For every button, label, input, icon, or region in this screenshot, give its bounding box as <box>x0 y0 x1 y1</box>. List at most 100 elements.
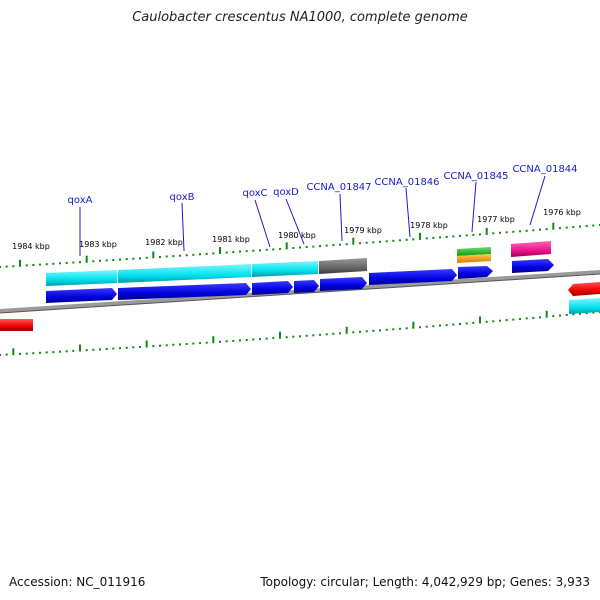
outer-tick-minor-tick <box>279 247 281 250</box>
outer-tick-minor-tick <box>385 240 388 243</box>
outer-tick-minor-tick <box>365 241 368 244</box>
outer-tick-major-tick <box>152 251 155 259</box>
inner-tick-major-tick <box>479 316 481 324</box>
outer-tick-minor-tick <box>245 250 248 253</box>
outer-tick-track <box>0 222 600 268</box>
inner-tick-major-tick <box>79 344 81 352</box>
inner-tick-minor-tick <box>365 330 368 333</box>
qoxB-cds[interactable] <box>118 283 251 300</box>
qoxC-feature[interactable] <box>252 261 318 277</box>
inner-tick-minor-tick <box>172 343 175 346</box>
inner-tick-minor-tick <box>5 353 8 356</box>
outer-tick-minor-tick <box>439 236 441 239</box>
outer-tick-minor-tick <box>265 248 268 251</box>
inner-tick-minor-tick <box>385 328 388 331</box>
inner-tick-minor-tick <box>372 329 375 332</box>
outer-tick-minor-tick <box>65 261 68 264</box>
CCNA_01847-feature[interactable] <box>319 258 367 274</box>
outer-tick-major-tick <box>352 237 355 245</box>
right-feature-cyan[interactable] <box>569 298 600 314</box>
outer-tick-minor-tick <box>325 244 328 247</box>
gene-label-qoxC[interactable]: qoxC <box>242 188 267 199</box>
inner-tick-minor-tick <box>325 333 328 336</box>
gene-labels: qoxA qoxB qoxC qoxD CCNA_01847 CCNA_0184… <box>68 164 578 206</box>
outer-tick-minor-tick <box>432 236 435 239</box>
outer-tick-minor-tick <box>0 266 1 268</box>
gene-label-CCNA_01844[interactable]: CCNA_01844 <box>512 164 577 175</box>
inner-tick-minor-tick <box>152 345 155 348</box>
outer-tick-major-tick <box>219 247 221 254</box>
outer-tick-minor-tick <box>585 225 588 228</box>
outer-tick-minor-tick <box>112 259 115 261</box>
kbp-label-1980: 1980 kbp <box>278 231 316 240</box>
outer-tick-minor-tick <box>445 235 448 238</box>
outer-tick-minor-tick <box>119 258 121 261</box>
right-red-cds[interactable] <box>568 282 600 296</box>
CCNA_01844-cds[interactable] <box>512 259 554 273</box>
outer-tick-minor-tick <box>319 245 321 248</box>
outer-tick-minor-tick <box>592 224 595 227</box>
inner-tick-minor-tick <box>312 334 315 337</box>
outer-tick-minor-tick <box>305 246 308 248</box>
outer-tick-minor-tick <box>105 259 108 262</box>
gene-label-qoxD[interactable]: qoxD <box>273 187 299 198</box>
inner-tick-major-tick <box>145 340 148 348</box>
inner-tick-minor-tick <box>332 332 335 335</box>
inner-tick-minor-tick <box>305 334 308 337</box>
gene-label-CCNA_01845[interactable]: CCNA_01845 <box>443 171 508 182</box>
gene-label-CCNA_01846[interactable]: CCNA_01846 <box>374 177 439 188</box>
outer-tick-minor-tick <box>25 264 28 267</box>
qoxA-cds[interactable] <box>46 288 117 303</box>
inner-tick-minor-tick <box>65 350 68 353</box>
CCNA_01847-cds[interactable] <box>320 277 367 291</box>
left-red-cds[interactable] <box>0 319 33 331</box>
kbp-label-1979: 1979 kbp <box>344 226 382 235</box>
outer-tick-minor-tick <box>272 248 275 251</box>
outer-tick-minor-tick <box>359 242 361 245</box>
inner-tick-track <box>0 310 600 356</box>
kbp-label-1982: 1982 kbp <box>145 238 183 247</box>
qoxC-cds[interactable] <box>252 281 293 295</box>
CCNA_01845-cds[interactable] <box>458 266 493 279</box>
outer-tick-minor-tick <box>492 232 495 235</box>
outer-tick-minor-tick <box>452 235 455 238</box>
inner-tick-minor-tick <box>572 313 575 316</box>
outer-tick-minor-tick <box>179 254 181 257</box>
outer-tick-minor-tick <box>5 265 8 268</box>
inner-tick-minor-tick <box>425 325 428 328</box>
outer-tick-minor-tick <box>379 240 381 243</box>
outer-tick-minor-tick <box>459 234 461 237</box>
inner-tick-minor-tick <box>585 312 588 315</box>
inner-tick-minor-tick <box>225 340 228 343</box>
outer-tick-minor-tick <box>132 257 135 260</box>
CCNA_01845-feature-orange[interactable] <box>457 254 491 263</box>
outer-tick-minor-tick <box>225 251 228 254</box>
inner-tick-minor-tick <box>392 328 395 331</box>
CCNA_01844-feature[interactable] <box>511 241 551 257</box>
gene-label-qoxA[interactable]: qoxA <box>68 195 93 206</box>
outer-tick-major-tick <box>285 242 288 250</box>
inner-tick-major-tick <box>412 321 415 329</box>
inner-tick-minor-tick <box>199 342 201 345</box>
outer-tick-minor-tick <box>39 263 41 266</box>
qoxA-feature[interactable] <box>46 270 117 286</box>
gene-label-qoxB[interactable]: qoxB <box>170 192 195 203</box>
inner-tick-minor-tick <box>239 339 241 342</box>
outer-tick-minor-tick <box>79 261 81 264</box>
outer-tick-minor-tick <box>372 241 375 244</box>
qoxD-cds[interactable] <box>294 280 319 293</box>
outer-tick-minor-tick <box>72 261 75 264</box>
CCNA_01845-feature-green[interactable] <box>457 247 491 256</box>
inner-tick-minor-tick <box>579 312 581 315</box>
outer-tick-minor-tick <box>212 252 215 255</box>
outer-tick-minor-tick <box>499 231 501 234</box>
inner-tick-minor-tick <box>592 311 595 314</box>
outer-tick-minor-tick <box>59 262 61 265</box>
gene-label-CCNA_01847[interactable]: CCNA_01847 <box>306 182 371 193</box>
inner-tick-minor-tick <box>539 316 541 319</box>
inner-tick-minor-tick <box>179 343 181 346</box>
CCNA_01846-cds[interactable] <box>369 269 457 285</box>
outer-tick-minor-tick <box>345 243 348 246</box>
qoxB-feature[interactable] <box>118 264 251 283</box>
